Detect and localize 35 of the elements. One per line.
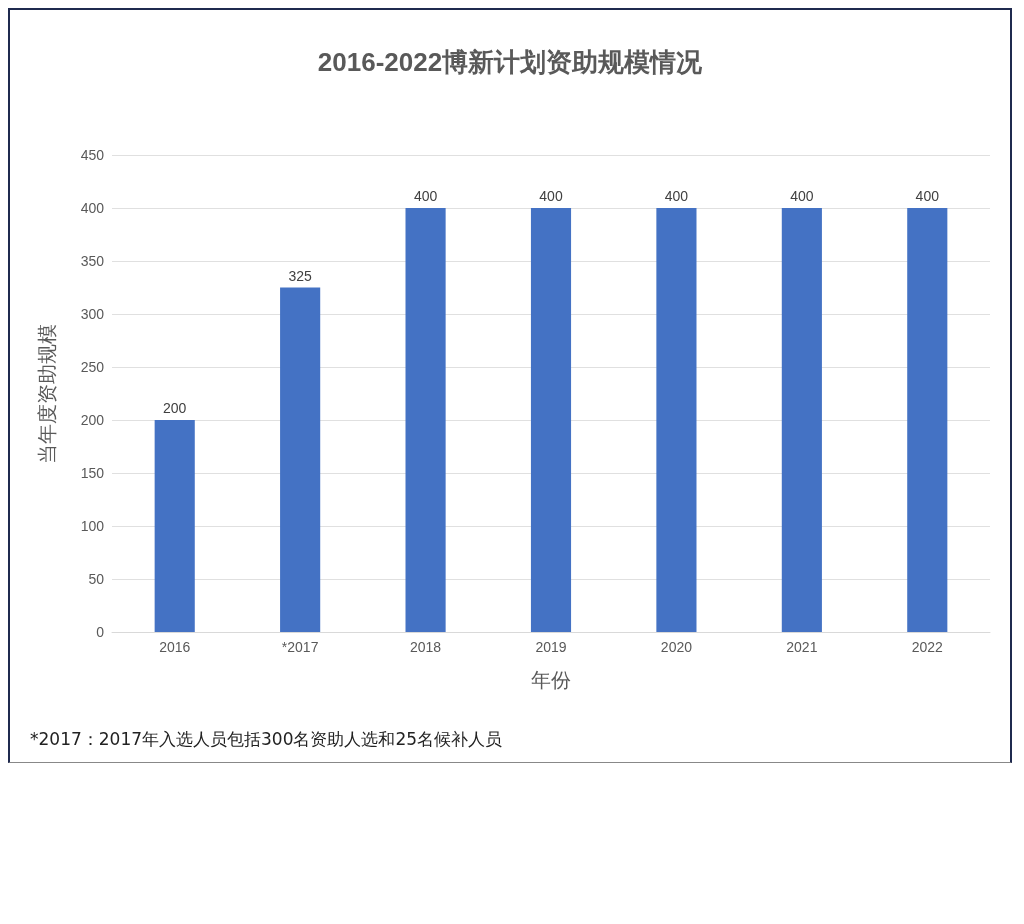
y-tick-label: 200 [80, 412, 105, 428]
data-label: 325 [288, 267, 313, 284]
y-tick-label: 0 [96, 624, 105, 640]
bar [405, 208, 446, 632]
x-tick-label: 2016 [159, 639, 191, 655]
x-tick-label: 2018 [409, 639, 442, 655]
y-tick-label: 50 [88, 571, 105, 587]
x-axis-title: 年份 [531, 669, 571, 691]
y-tick-label: 250 [80, 359, 105, 375]
bar [781, 208, 822, 632]
x-tick-label: 2019 [535, 639, 567, 655]
y-tick-label: 300 [80, 306, 105, 322]
x-tick-label: 2020 [660, 639, 693, 655]
x-tick-label: 2022 [911, 639, 944, 655]
x-tick-label: *2017 [281, 639, 319, 655]
bar [280, 287, 321, 632]
data-label: 400 [413, 188, 438, 204]
bar [656, 208, 697, 632]
x-tick-label: 2021 [786, 639, 818, 655]
text: *2017：2017年入选人员包括300名资助人选和25名候补人员 [30, 728, 503, 751]
chart-title: 2016-2022博新计划资助规模情况 [317, 47, 704, 77]
bar [154, 420, 195, 632]
y-tick-label: 100 [80, 518, 105, 534]
data-label: 400 [915, 188, 940, 204]
y-tick-label: 350 [80, 253, 105, 269]
y-axis-title: 当年度资助规模 [36, 323, 58, 464]
bar [530, 208, 572, 632]
y-tick-label: 150 [80, 465, 105, 481]
data-label: 400 [790, 188, 814, 204]
y-tick-label: 450 [80, 147, 105, 163]
data-label: 400 [539, 188, 563, 204]
data-label: 200 [163, 400, 187, 416]
y-tick-label: 400 [80, 200, 105, 216]
data-label: 400 [664, 188, 689, 204]
bar [907, 208, 948, 632]
